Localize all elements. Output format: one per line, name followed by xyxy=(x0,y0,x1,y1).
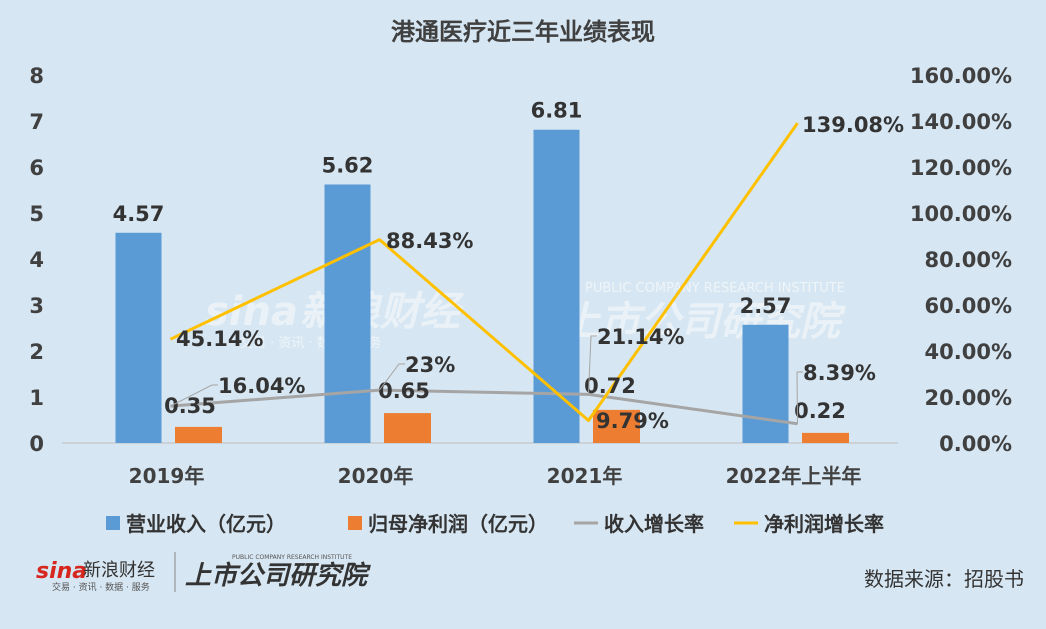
right-tick-label: 0.00% xyxy=(939,432,1012,456)
revenue-bar xyxy=(742,324,789,443)
x-axis: 2019年 2020年 2021年 2022年上半年 xyxy=(129,464,862,488)
revenue-label: 2.57 xyxy=(740,294,792,318)
category-label: 2021年 xyxy=(547,464,623,488)
net-profit-bar xyxy=(384,413,431,443)
watermark-institute: 上市公司研究院 xyxy=(560,299,846,345)
right-tick-label: 60.00% xyxy=(925,294,1012,318)
leader-line xyxy=(588,335,597,395)
left-tick-label: 7 xyxy=(29,110,44,134)
profit-growth-label: 88.43% xyxy=(386,229,473,253)
right-tick-label: 120.00% xyxy=(910,156,1012,180)
legend-swatch xyxy=(348,516,362,530)
revenue-growth-label: 16.04% xyxy=(218,374,305,398)
logo-institute: 上市公司研究院 xyxy=(185,561,371,591)
profit-growth-label: 45.14% xyxy=(176,327,263,351)
legend-label: 营业收入（亿元） xyxy=(126,512,286,536)
revenue-bar xyxy=(115,232,162,443)
chart-title: 港通医疗近三年业绩表现 xyxy=(391,18,655,46)
revenue-bar xyxy=(533,129,580,444)
revenue-growth-line xyxy=(170,388,798,426)
institute-logo: PUBLIC COMPANY RESEARCH INSTITUTE 上市公司研究… xyxy=(185,554,371,591)
category-label: 2022年上半年 xyxy=(726,464,862,488)
leader-line xyxy=(796,371,803,424)
left-tick-label: 1 xyxy=(29,386,44,410)
category-label: 2019年 xyxy=(129,464,205,488)
line-series xyxy=(169,122,799,426)
net-profit-label: 0.65 xyxy=(378,379,430,403)
leader-line xyxy=(379,363,405,391)
leader-line xyxy=(170,384,218,407)
left-tick-label: 4 xyxy=(29,248,44,272)
logo-sina-cn: 新浪财经 xyxy=(83,560,155,581)
revenue-growth-label: 8.39% xyxy=(803,361,876,385)
revenue-label: 4.57 xyxy=(113,202,165,226)
watermark-institute-en: PUBLIC COMPANY RESEARCH INSTITUTE xyxy=(585,281,845,296)
right-tick-label: 80.00% xyxy=(925,248,1012,272)
category-label: 2020年 xyxy=(338,464,414,488)
watermark-sina: sina xyxy=(205,289,298,335)
right-tick-label: 140.00% xyxy=(910,110,1012,134)
logo-sina-sub: 交易 · 资讯 · 数据 · 服务 xyxy=(52,581,150,593)
left-tick-label: 0 xyxy=(29,432,44,456)
net-profit-label: 0.22 xyxy=(794,399,846,423)
legend-label: 收入增长率 xyxy=(604,512,704,536)
source-note: 数据来源：招股书 xyxy=(864,567,1024,591)
left-tick-label: 6 xyxy=(29,156,44,180)
right-tick-label: 160.00% xyxy=(910,64,1012,88)
watermark-center: sina 新浪财经 交易 · 资讯 · 数据 · 服务 上市公司研究院 PUBL… xyxy=(205,281,846,351)
revenue-growth-label: 21.14% xyxy=(597,325,684,349)
legend-label: 归母净利润（亿元） xyxy=(368,512,548,536)
profit-growth-label: 9.79% xyxy=(596,409,669,433)
legend-swatch xyxy=(106,516,120,530)
right-axis: 0.00% 20.00% 40.00% 60.00% 80.00% 100.00% 120.… xyxy=(910,64,1012,456)
right-tick-label: 40.00% xyxy=(925,340,1012,364)
data-labels: 4.57 5.62 6.81 2.57 0.35 0.65 0.72 0.22 16.04% 23… xyxy=(113,99,904,433)
net-profit-bar xyxy=(593,409,640,443)
legend: 营业收入（亿元） 归母净利润（亿元） 收入增长率 净利润增长率 xyxy=(106,512,884,536)
left-tick-label: 3 xyxy=(29,294,44,318)
sina-logo: sina 新浪财经 交易 · 资讯 · 数据 · 服务 xyxy=(36,559,155,593)
legend-label: 净利润增长率 xyxy=(764,512,884,536)
profit-growth-line xyxy=(169,122,799,422)
right-tick-label: 100.00% xyxy=(910,202,1012,226)
logo-institute-en: PUBLIC COMPANY RESEARCH INSTITUTE xyxy=(232,554,352,561)
net-profit-bar xyxy=(175,426,222,443)
left-tick-label: 2 xyxy=(29,340,44,364)
left-tick-label: 5 xyxy=(29,202,44,226)
net-profit-bar xyxy=(802,432,849,443)
left-tick-label: 8 xyxy=(29,64,44,88)
right-tick-label: 20.00% xyxy=(925,386,1012,410)
left-axis: 0 1 2 3 4 5 6 7 8 xyxy=(29,64,44,456)
net-profit-label: 0.35 xyxy=(164,394,216,418)
profit-growth-label: 139.08% xyxy=(802,113,904,137)
bar-series xyxy=(115,129,849,444)
logo-sina-text: sina xyxy=(36,559,87,584)
net-profit-label: 0.72 xyxy=(584,374,636,398)
revenue-bar xyxy=(324,184,371,444)
revenue-label: 6.81 xyxy=(531,99,583,123)
revenue-growth-label: 23% xyxy=(405,353,455,377)
revenue-label: 5.62 xyxy=(322,153,374,177)
